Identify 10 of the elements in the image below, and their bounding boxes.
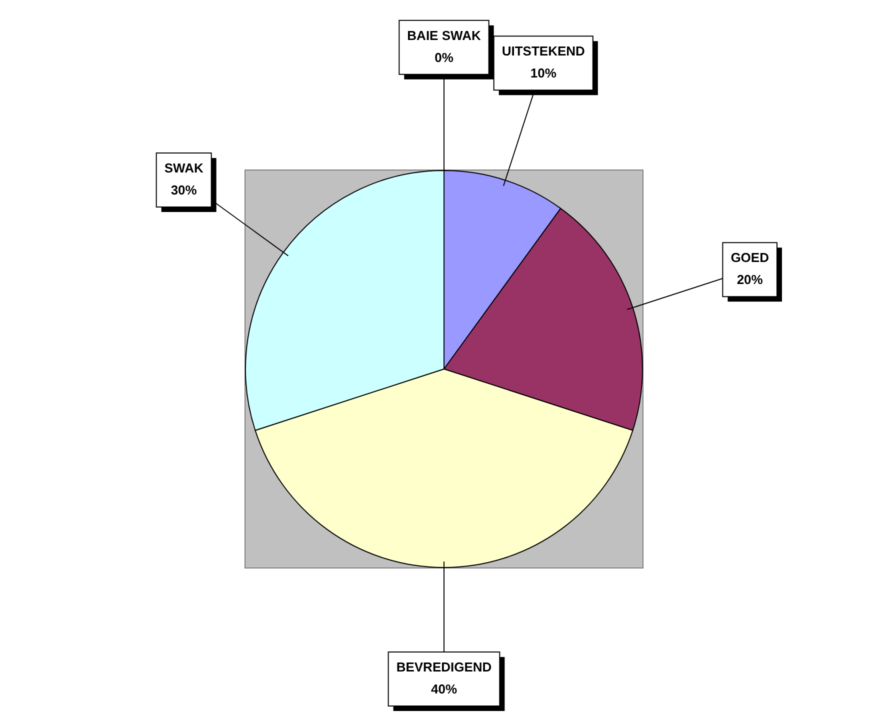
data-label: 40% <box>430 682 458 697</box>
data-label: 20% <box>736 272 764 288</box>
slice-label: GOED <box>730 250 769 266</box>
slice-label: SWAK <box>164 160 204 176</box>
data-label: 10% <box>530 66 557 81</box>
slice-label: BEVREDIGEND <box>396 660 492 675</box>
category-label: BAIE SWAK <box>407 28 481 44</box>
data-label: 30% <box>170 182 198 198</box>
slice-label: UITSTEKEND <box>502 44 585 59</box>
text: 0% <box>434 50 454 66</box>
